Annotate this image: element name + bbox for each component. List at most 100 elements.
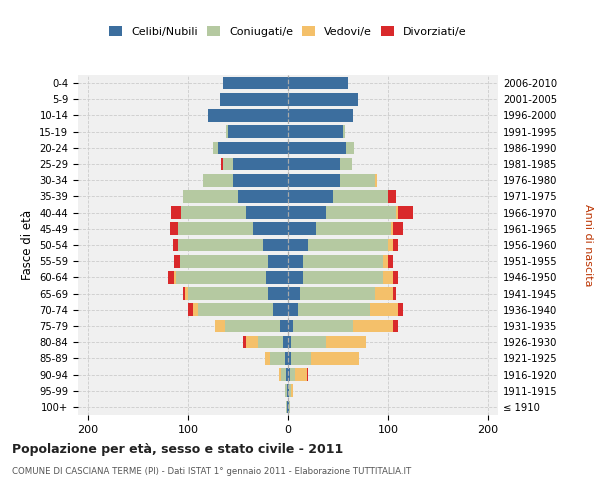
Bar xyxy=(180,255,268,268)
Bar xyxy=(290,368,295,381)
Bar xyxy=(303,271,383,283)
Bar xyxy=(233,158,288,170)
Bar xyxy=(220,93,288,106)
Bar xyxy=(388,255,393,268)
Bar xyxy=(353,320,393,332)
Bar xyxy=(298,304,370,316)
Bar xyxy=(307,368,308,381)
Bar xyxy=(198,304,273,316)
Bar xyxy=(263,238,288,252)
Bar xyxy=(288,109,353,122)
Bar xyxy=(174,255,180,268)
Bar xyxy=(258,336,283,348)
Bar xyxy=(333,190,388,202)
Text: COMUNE DI CASCIANA TERME (PI) - Dati ISTAT 1° gennaio 2011 - Elaborazione TUTTIT: COMUNE DI CASCIANA TERME (PI) - Dati IST… xyxy=(12,468,411,476)
Bar xyxy=(213,142,218,154)
Bar xyxy=(316,222,391,235)
Bar xyxy=(288,190,333,202)
Bar xyxy=(311,352,359,364)
Bar xyxy=(266,271,288,283)
Bar xyxy=(283,336,288,348)
Bar xyxy=(176,271,266,283)
Bar xyxy=(171,206,181,219)
Bar xyxy=(233,174,288,186)
Bar xyxy=(383,255,388,268)
Bar xyxy=(279,368,281,381)
Bar xyxy=(268,255,288,268)
Bar xyxy=(326,336,366,348)
Bar xyxy=(396,206,398,219)
Bar xyxy=(281,368,286,381)
Bar xyxy=(375,174,377,186)
Bar xyxy=(183,288,185,300)
Bar xyxy=(340,158,352,170)
Bar xyxy=(288,336,291,348)
Bar xyxy=(346,142,354,154)
Bar xyxy=(288,142,346,154)
Bar xyxy=(286,368,288,381)
Bar xyxy=(188,304,193,316)
Bar xyxy=(273,304,288,316)
Text: Popolazione per età, sesso e stato civile - 2011: Popolazione per età, sesso e stato civil… xyxy=(12,442,343,456)
Bar xyxy=(326,206,396,219)
Bar xyxy=(221,158,223,170)
Bar xyxy=(398,304,403,316)
Bar xyxy=(288,384,289,397)
Bar xyxy=(193,304,198,316)
Bar xyxy=(243,336,246,348)
Bar xyxy=(270,352,285,364)
Bar xyxy=(393,288,396,300)
Bar xyxy=(174,271,176,283)
Bar xyxy=(268,288,288,300)
Bar xyxy=(393,238,398,252)
Bar xyxy=(238,190,288,202)
Y-axis label: Fasce di età: Fasce di età xyxy=(20,210,34,280)
Bar xyxy=(253,222,288,235)
Bar xyxy=(181,206,246,219)
Bar xyxy=(288,238,308,252)
Bar xyxy=(293,320,353,332)
Bar xyxy=(288,174,340,186)
Bar xyxy=(289,384,291,397)
Bar xyxy=(388,190,396,202)
Bar xyxy=(208,109,288,122)
Bar xyxy=(265,352,270,364)
Bar xyxy=(288,368,290,381)
Bar xyxy=(300,288,375,300)
Bar xyxy=(288,352,291,364)
Bar xyxy=(391,222,393,235)
Bar xyxy=(287,384,288,397)
Bar xyxy=(303,255,383,268)
Bar xyxy=(246,206,288,219)
Bar xyxy=(183,190,238,202)
Bar xyxy=(288,77,348,90)
Bar xyxy=(285,384,287,397)
Bar xyxy=(393,320,398,332)
Bar xyxy=(285,352,288,364)
Bar xyxy=(280,320,288,332)
Bar xyxy=(288,304,298,316)
Bar xyxy=(291,384,293,397)
Bar xyxy=(289,400,290,413)
Bar xyxy=(226,126,228,138)
Legend: Celibi/Nubili, Coniugati/e, Vedovi/e, Divorziati/e: Celibi/Nubili, Coniugati/e, Vedovi/e, Di… xyxy=(109,26,467,37)
Bar xyxy=(218,142,288,154)
Bar xyxy=(188,288,268,300)
Bar xyxy=(288,288,300,300)
Bar xyxy=(287,400,288,413)
Bar xyxy=(215,320,225,332)
Bar xyxy=(398,206,413,219)
Bar xyxy=(223,77,288,90)
Bar xyxy=(370,304,398,316)
Bar xyxy=(393,222,403,235)
Bar xyxy=(288,271,303,283)
Bar xyxy=(203,174,233,186)
Bar xyxy=(383,271,393,283)
Bar xyxy=(223,158,233,170)
Bar xyxy=(340,174,375,186)
Bar xyxy=(288,222,316,235)
Bar xyxy=(286,400,287,413)
Bar xyxy=(388,238,393,252)
Text: Anni di nascita: Anni di nascita xyxy=(583,204,593,286)
Bar xyxy=(288,255,303,268)
